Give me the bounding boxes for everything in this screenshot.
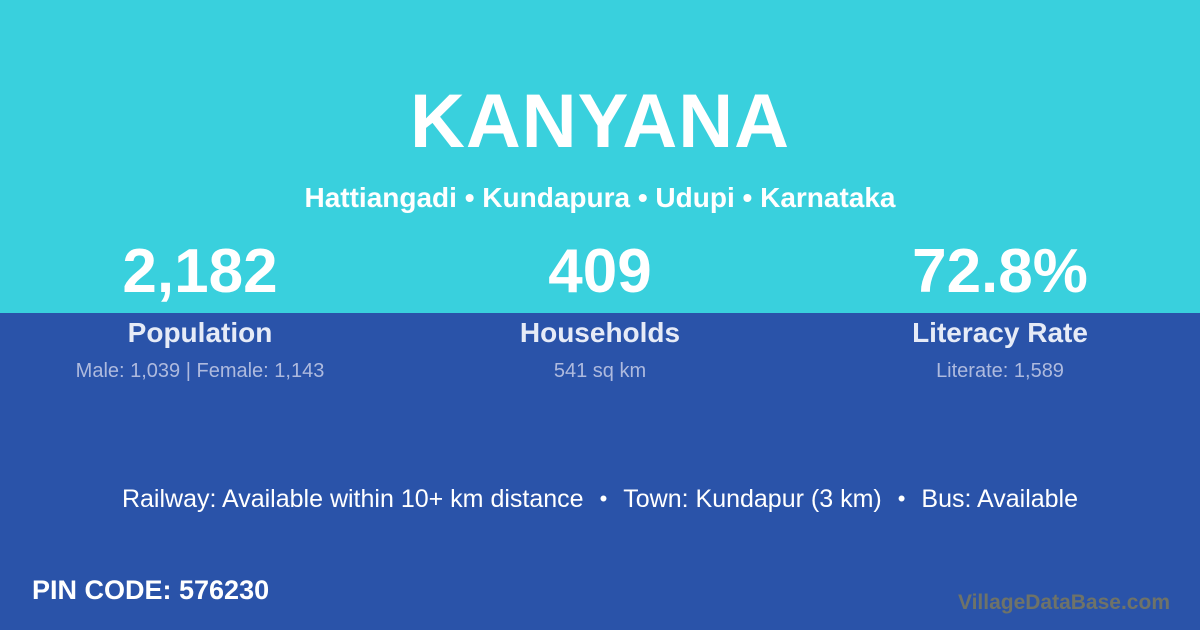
transport-info-line: Railway: Available within 10+ km distanc… [0, 487, 1200, 512]
literate-count: Literate: 1,589 [936, 360, 1064, 382]
bus-info: Bus: Available [921, 485, 1079, 513]
households-value: 409 [548, 237, 652, 306]
area-value: 541 sq km [553, 360, 647, 382]
body-background [0, 313, 1200, 630]
population-label: Population [127, 317, 273, 348]
bullet-separator: • [897, 486, 906, 511]
stat-households: 409 Households 541 sq km [400, 237, 800, 382]
stats-row: 2,182 Population Male: 1,039 | Female: 1… [0, 237, 1200, 382]
village-title: KANYANA [409, 79, 791, 164]
header-background [0, 0, 1200, 313]
stat-population: 2,182 Population Male: 1,039 | Female: 1… [0, 237, 400, 382]
town-info: Town: Kundapur (3 km) [623, 485, 882, 513]
literacy-rate-value: 72.8% [912, 237, 1088, 306]
population-gender-split: Male: 1,039 | Female: 1,143 [75, 360, 325, 382]
railway-info: Railway: Available within 10+ km distanc… [121, 485, 584, 513]
households-label: Households [519, 317, 681, 348]
stat-literacy: 72.8% Literacy Rate Literate: 1,589 [800, 237, 1200, 382]
pin-code-label: PIN CODE: 576230 [32, 575, 270, 605]
bullet-separator: • [599, 486, 608, 511]
location-breadcrumb: Hattiangadi • Kundapura • Udupi • Karnat… [304, 182, 896, 213]
population-value: 2,182 [122, 237, 278, 306]
watermark: VillageDataBase.com [957, 591, 1170, 614]
literacy-rate-label: Literacy Rate [912, 317, 1088, 348]
